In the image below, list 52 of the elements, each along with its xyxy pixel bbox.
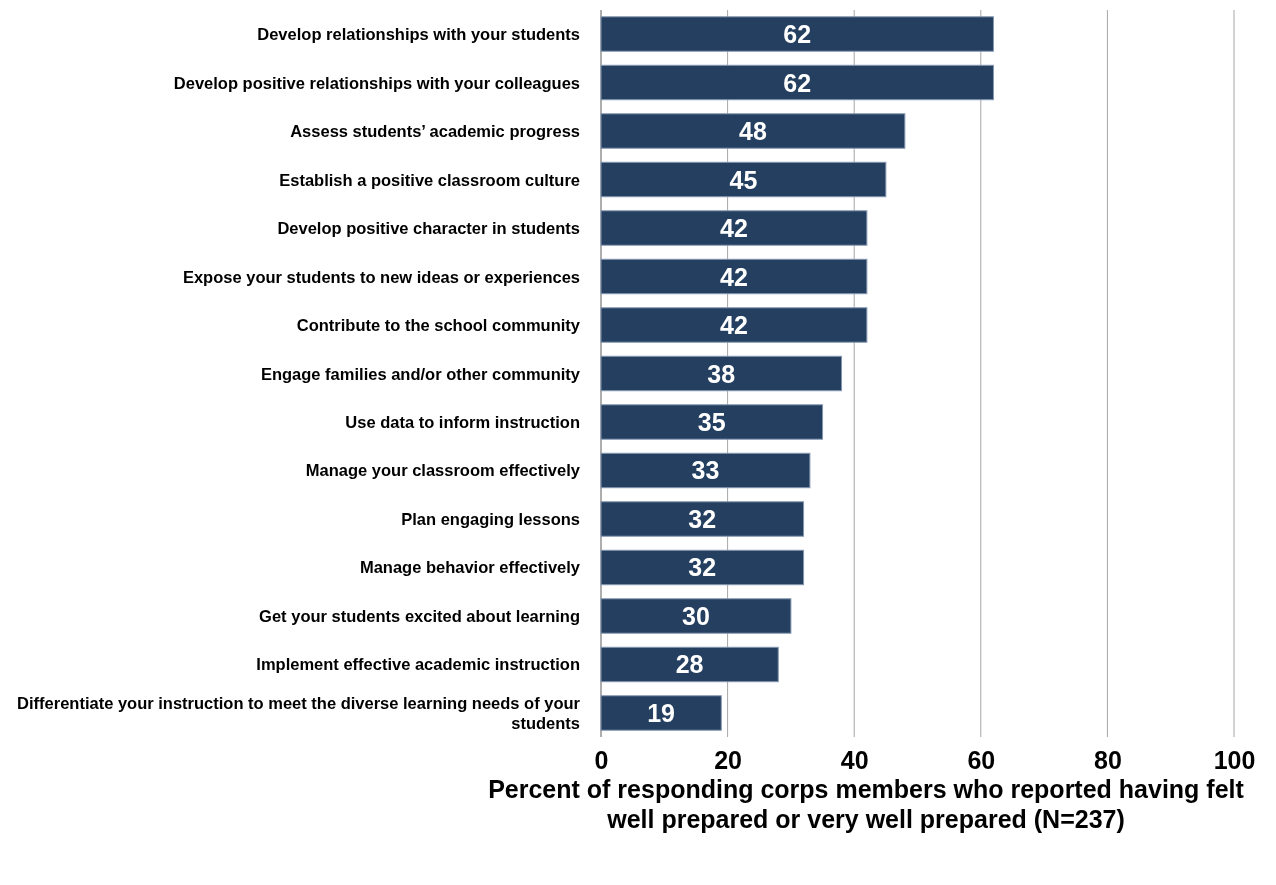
bar (600, 404, 824, 440)
bar (600, 307, 868, 343)
x-tick-label: 40 (840, 745, 869, 774)
bar (600, 695, 722, 731)
x-tick-label: 0 (594, 745, 609, 774)
y-tick-label: Get your students excited about learning (259, 606, 580, 625)
data-label: 62 (783, 20, 812, 49)
data-label: 32 (688, 505, 717, 533)
y-tick-label: Plan engaging lessons (401, 510, 580, 528)
bar (600, 64, 994, 101)
y-tick-label: Expose your students to new ideas or experiences (182, 267, 580, 286)
bar (600, 258, 868, 295)
x-tick-label: 100 (1213, 745, 1256, 774)
y-tick-label: Establish a positive classroom culture (279, 170, 580, 189)
data-label: 33 (691, 456, 720, 485)
bar (600, 598, 792, 634)
data-label: 38 (707, 359, 736, 388)
data-label: 42 (720, 311, 748, 339)
y-tick-label: Implement effective academic instruction (256, 655, 580, 674)
bar (600, 161, 887, 198)
data-label: 30 (682, 601, 710, 630)
data-label: 62 (783, 68, 812, 97)
bar (600, 355, 843, 392)
data-label: 28 (675, 650, 704, 679)
y-tick-label: Assess students’ academic progress (290, 122, 580, 141)
data-label: 19 (647, 698, 676, 727)
x-tick-label: 80 (1093, 745, 1122, 774)
bar (600, 113, 906, 149)
bar (600, 16, 994, 52)
bar (600, 210, 868, 246)
bar (600, 452, 811, 489)
y-tick-label: Develop positive character in students (277, 219, 580, 237)
x-tick-label: 60 (967, 745, 996, 774)
x-axis-title: Percent of responding corps members who reported having felt well prepared or very well prepared (N=237) (488, 774, 1245, 833)
data-label: 42 (720, 262, 748, 291)
data-label: 32 (688, 553, 717, 582)
y-tick-label: Develop relationships with your students (257, 25, 580, 44)
y-tick-label: Manage behavior effectively (359, 558, 581, 577)
bar (600, 646, 779, 683)
y-tick-label: Engage families and/or other community (260, 364, 581, 383)
y-tick-label: Use data to inform instruction (345, 413, 580, 431)
y-tick-label: Contribute to the school community (296, 316, 581, 334)
data-label: 42 (720, 214, 748, 242)
y-tick-label: Develop positive relationships with your colleagues (173, 73, 580, 92)
data-label: 35 (697, 408, 726, 436)
x-tick-label: 20 (714, 745, 743, 774)
data-label: 45 (729, 165, 758, 194)
y-tick-label: Manage your classroom effectively (305, 461, 581, 480)
bar (600, 549, 805, 586)
y-tick-label: Differentiate your instruction to meet the diverse learning needs of your students (17, 694, 581, 732)
bar (600, 501, 805, 537)
data-label: 48 (739, 117, 767, 146)
